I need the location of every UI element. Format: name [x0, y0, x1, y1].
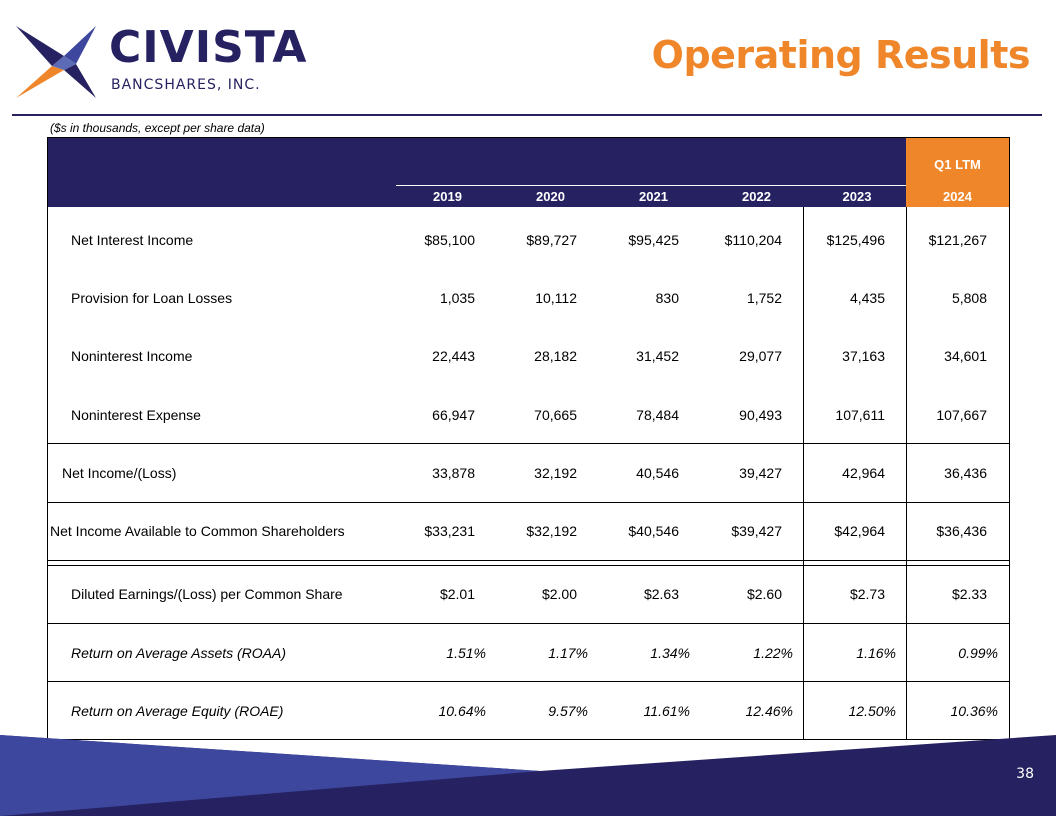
table-cell: 1,035: [439, 290, 475, 306]
table-cell: 37,163: [842, 348, 885, 364]
table-cell: 5,808: [951, 290, 987, 306]
table-cell: 830: [655, 290, 679, 306]
table-cell: 10.64%: [438, 703, 486, 719]
table-cell: 10,112: [535, 290, 577, 306]
table-cell: $85,100: [424, 232, 475, 248]
operating-results-table: Q1 LTM 2019 2020 2021 2022 2023 2024 Net…: [47, 137, 1010, 740]
table-cell: 42,964: [842, 465, 885, 481]
table-cell: $125,496: [826, 232, 885, 248]
table-cell: $42,964: [834, 523, 885, 539]
brand-name: CIVISTA: [109, 22, 308, 73]
row-label: Provision for Loan Losses: [71, 290, 233, 306]
page-title: Operating Results: [651, 33, 1031, 77]
table-cell: 28,182: [534, 348, 577, 364]
table-cell: 32,192: [534, 465, 577, 481]
footer-band: [0, 735, 1056, 816]
page-number: 38: [1016, 766, 1034, 782]
row-divider: [48, 681, 1009, 682]
table-cell: 4,435: [849, 290, 885, 306]
table-cell: 90,493: [739, 407, 782, 423]
table-cell: $2.00: [541, 586, 577, 602]
row-label: Net Income/(Loss): [62, 465, 177, 481]
table-cell: 1.17%: [548, 645, 588, 661]
table-cell: 33,878: [432, 465, 475, 481]
table-cell: 12.46%: [745, 703, 793, 719]
table-cell: 66,947: [432, 407, 475, 423]
row-divider: [48, 623, 1009, 624]
row-divider: [48, 560, 1009, 561]
table-cell: 1,752: [746, 290, 782, 306]
table-cell: 1.16%: [856, 645, 896, 661]
year-header: 2023: [842, 189, 872, 204]
year-header: 2020: [536, 189, 565, 204]
ltm-header: Q1 LTM: [906, 138, 1009, 186]
row-label: Net Income Available to Common Sharehold…: [50, 523, 345, 539]
row-label: Noninterest Expense: [71, 407, 201, 423]
table-cell: 31,452: [636, 348, 679, 364]
year-header: 2021: [639, 189, 668, 204]
table-cell: 36,436: [944, 465, 987, 481]
year-header: 2019: [433, 189, 462, 204]
table-cell: 1.22%: [753, 645, 793, 661]
table-cell: 12.50%: [848, 703, 896, 719]
table-cell: 70,665: [534, 407, 577, 423]
table-cell: $2.01: [439, 586, 475, 602]
table-cell: 10.36%: [950, 703, 998, 719]
row-label: Return on Average Equity (ROAE): [71, 703, 284, 719]
year-header-divider: [396, 185, 906, 186]
table-cell: $2.63: [643, 586, 679, 602]
row-label: Noninterest Income: [71, 348, 193, 364]
table-cell: $95,425: [628, 232, 679, 248]
table-cell: 107,667: [936, 407, 987, 423]
table-cell: 0.99%: [958, 645, 998, 661]
brand-subtitle: BANCSHARES, INC.: [111, 77, 261, 93]
table-cell: 78,484: [636, 407, 679, 423]
table-cell: 11.61%: [643, 703, 690, 719]
table-cell: 1.51%: [446, 645, 486, 661]
header-divider: [12, 114, 1042, 116]
table-header: [48, 138, 1009, 207]
row-divider: [48, 565, 1009, 566]
table-cell: 1.34%: [650, 645, 690, 661]
table-cell: 22,443: [432, 348, 475, 364]
table-cell: $121,267: [928, 232, 987, 248]
table-cell: 9.57%: [548, 703, 588, 719]
civista-logo-mark: [16, 26, 96, 98]
table-cell: $33,231: [424, 523, 475, 539]
table-cell: 29,077: [739, 348, 782, 364]
column-divider: [906, 207, 907, 740]
table-cell: 39,427: [739, 465, 782, 481]
table-cell: $2.73: [849, 586, 885, 602]
table-cell: $2.60: [746, 586, 782, 602]
table-cell: 40,546: [636, 465, 679, 481]
year-header-ltm: 2024: [906, 186, 1009, 207]
row-label: Return on Average Assets (ROAA): [71, 645, 287, 661]
table-cell: $39,427: [731, 523, 782, 539]
table-cell: $40,546: [628, 523, 679, 539]
table-cell: $32,192: [526, 523, 577, 539]
row-label: Net Interest Income: [71, 232, 194, 248]
table-cell: $89,727: [526, 232, 577, 248]
table-cell: $2.33: [951, 586, 987, 602]
year-header: 2022: [742, 189, 771, 204]
table-cell: 34,601: [944, 348, 987, 364]
table-note: ($s in thousands, except per share data): [50, 121, 265, 135]
table-cell: 107,611: [835, 407, 885, 423]
row-divider: [48, 443, 1009, 444]
table-cell: $110,204: [724, 232, 782, 248]
table-cell: $36,436: [936, 523, 987, 539]
row-divider: [48, 502, 1009, 503]
column-divider: [803, 207, 804, 740]
row-label: Diluted Earnings/(Loss) per Common Share: [71, 586, 343, 602]
